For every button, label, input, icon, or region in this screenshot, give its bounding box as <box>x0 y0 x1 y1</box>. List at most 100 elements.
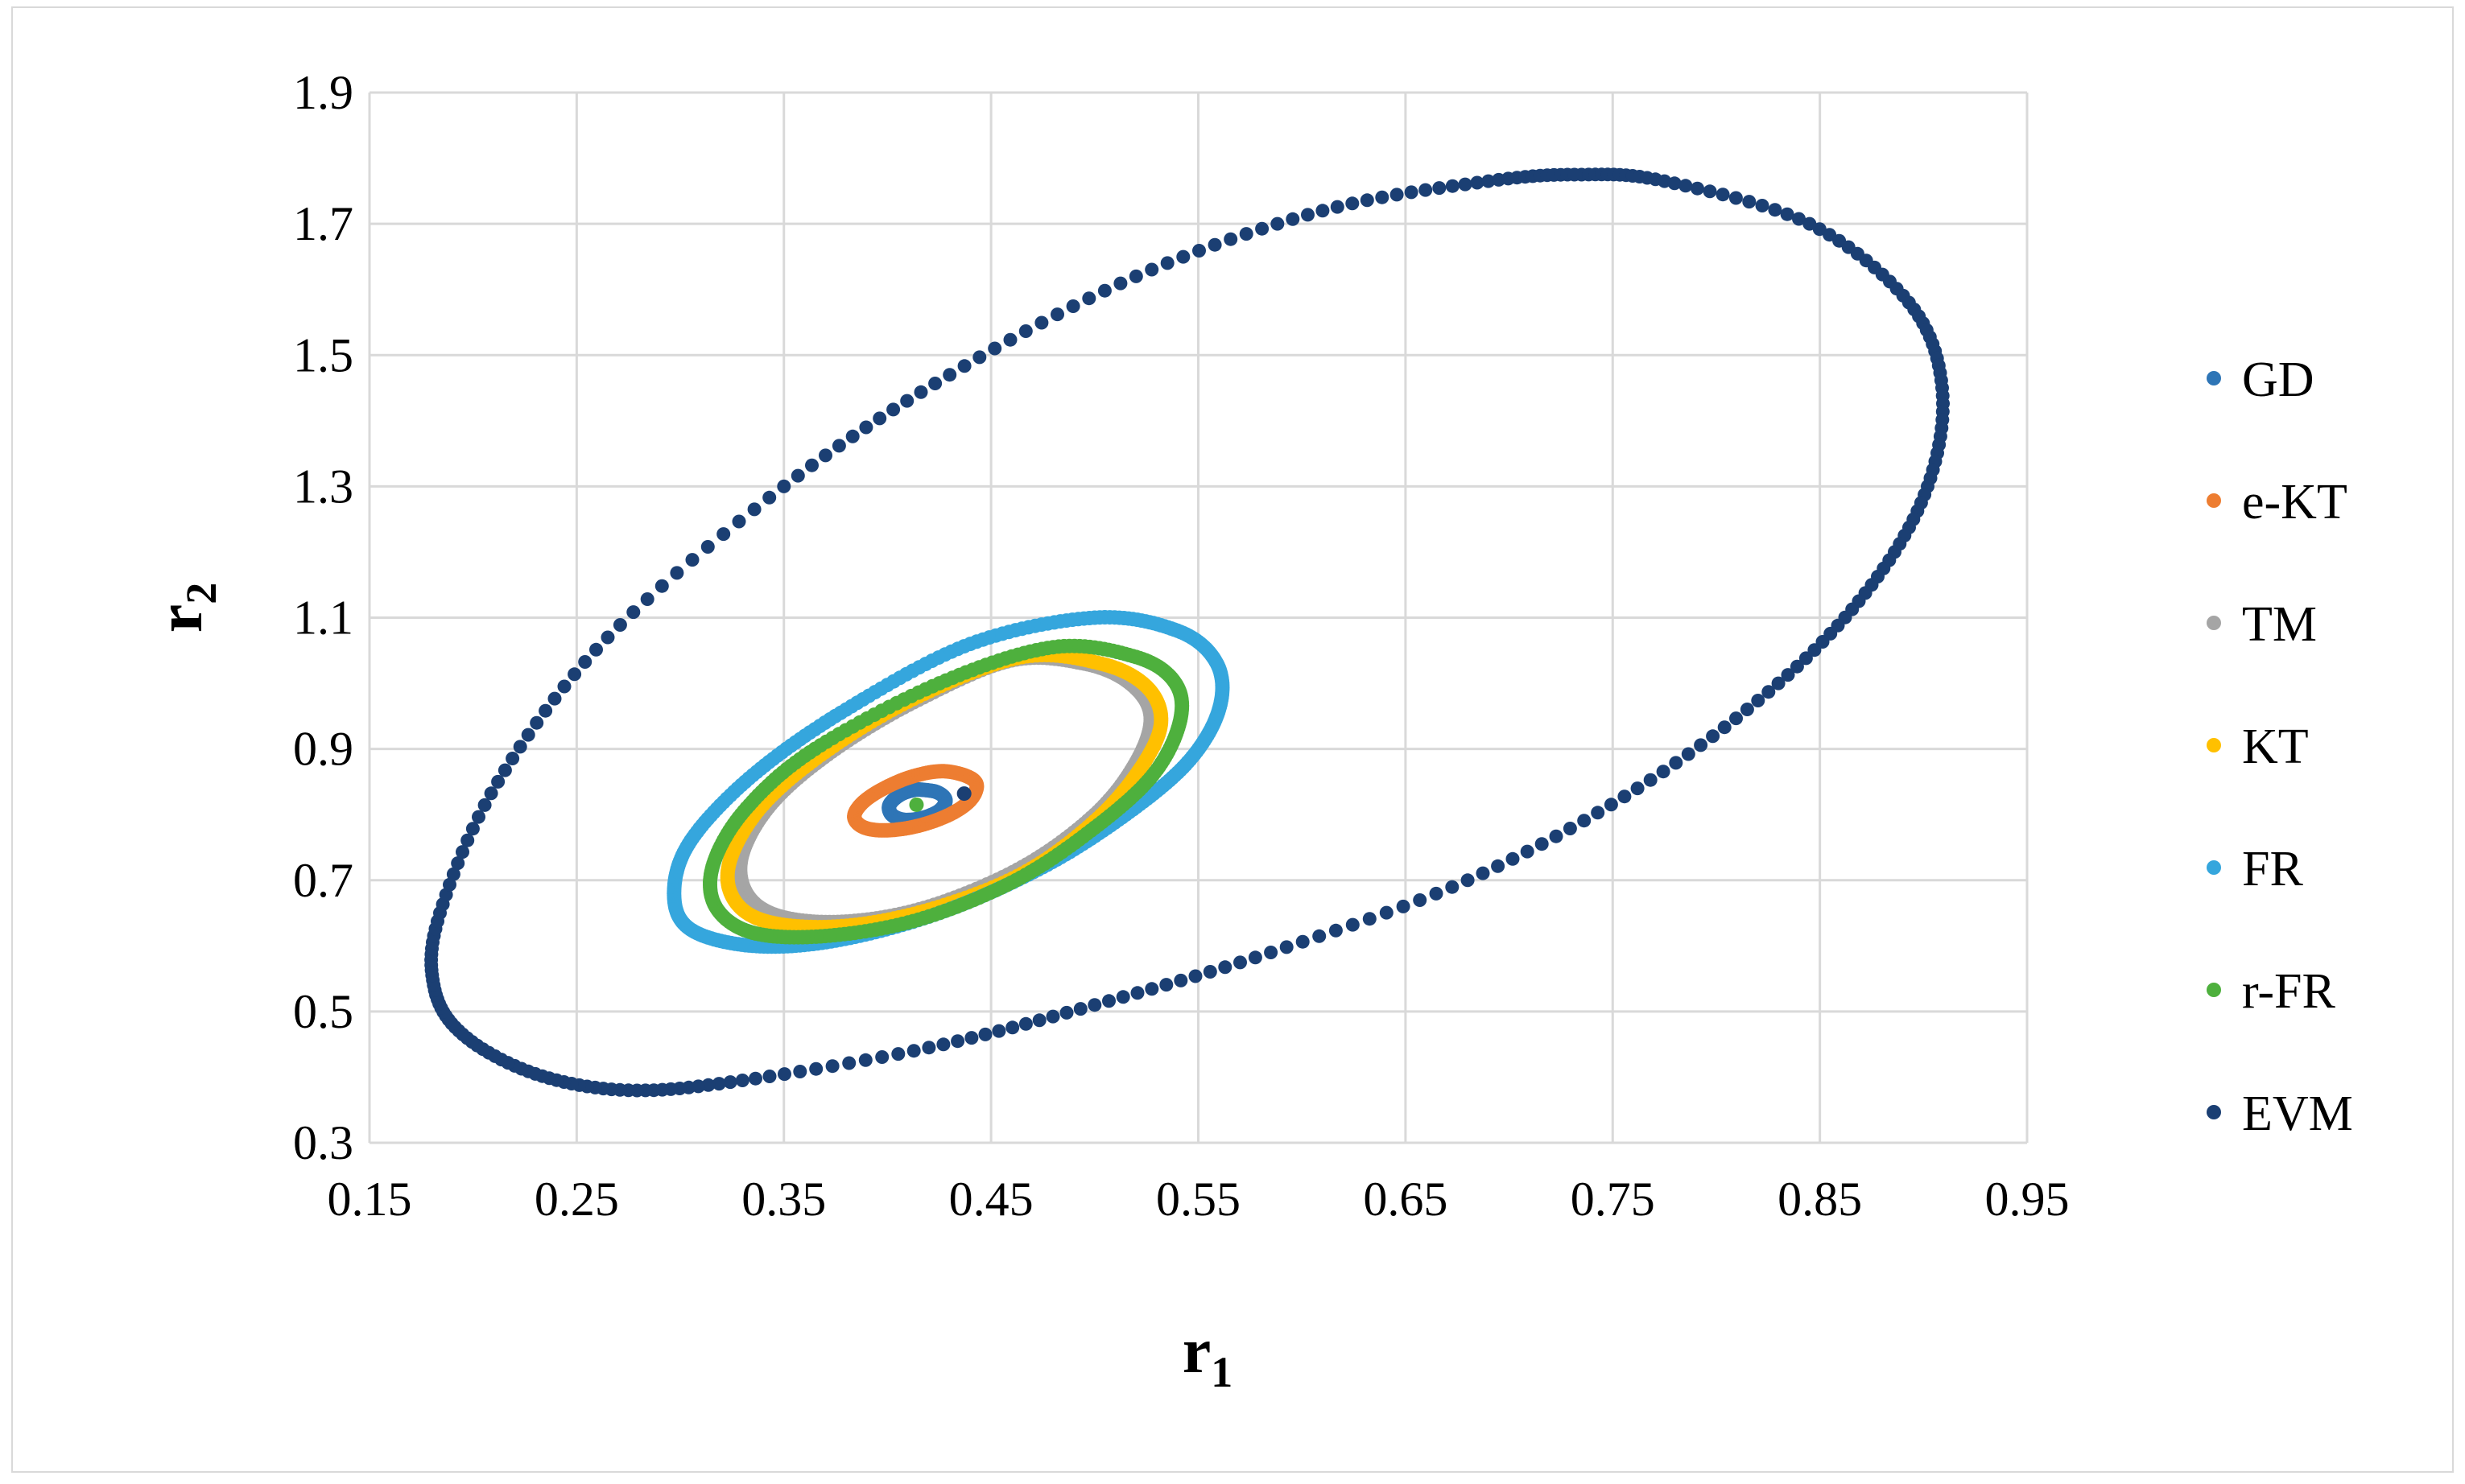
legend-label: KT <box>2242 719 2309 774</box>
y-tick-label: 1.9 <box>293 66 353 119</box>
x-tick-label: 0.65 <box>1363 1173 1447 1226</box>
data-point <box>723 1075 737 1090</box>
data-point <box>472 810 485 824</box>
data-point <box>1643 773 1658 787</box>
x-tick-label: 0.15 <box>328 1173 412 1226</box>
x-tick-label: 0.25 <box>535 1173 619 1226</box>
data-point <box>1717 720 1732 735</box>
data-point <box>1470 175 1484 190</box>
data-point <box>951 1034 965 1049</box>
data-point <box>1481 174 1496 188</box>
legend-marker <box>2207 493 2221 508</box>
data-point <box>1648 172 1662 187</box>
legend-item-evm: EVM <box>2207 1086 2353 1141</box>
data-point <box>805 458 819 472</box>
data-point <box>1445 179 1460 193</box>
data-point <box>842 1056 857 1070</box>
chart-frame <box>11 6 2454 1473</box>
data-point <box>929 764 944 779</box>
legend-item-e-kt: e-KT <box>2207 475 2347 530</box>
y-tick-label: 0.3 <box>293 1116 353 1169</box>
data-point <box>1301 208 1315 222</box>
data-point <box>712 1077 726 1091</box>
data-point <box>1192 244 1206 258</box>
data-point <box>1404 185 1418 200</box>
grid-lines <box>368 91 2029 1144</box>
data-point <box>936 1037 951 1052</box>
data-point <box>988 341 1002 356</box>
data-point <box>465 822 480 836</box>
data-point <box>1761 685 1776 699</box>
legend-label: GD <box>2242 352 2314 407</box>
data-point <box>1218 960 1232 975</box>
data-point <box>1591 806 1605 820</box>
data-point <box>539 703 553 718</box>
data-point <box>1768 203 1782 217</box>
data-point <box>1396 899 1410 913</box>
data-point <box>1792 212 1806 226</box>
data-point <box>1781 668 1795 682</box>
legend-marker <box>2207 860 2221 875</box>
data-point <box>1691 181 1704 196</box>
data-point <box>762 490 777 505</box>
data-point <box>1742 195 1757 209</box>
x-tick-label: 0.55 <box>1156 1173 1241 1226</box>
data-point <box>1458 177 1472 192</box>
data-point <box>875 1050 890 1064</box>
data-point <box>1445 880 1460 894</box>
data-point <box>1279 940 1294 954</box>
data-point <box>735 1074 749 1087</box>
data-point <box>460 833 475 847</box>
data-point <box>912 782 927 798</box>
data-point <box>1088 998 1102 1012</box>
data-point <box>858 1053 873 1067</box>
data-point <box>513 740 527 754</box>
data-point <box>547 691 562 706</box>
data-point <box>1073 1002 1088 1016</box>
data-point <box>791 468 805 483</box>
data-point <box>1505 851 1520 866</box>
data-point <box>1345 917 1360 932</box>
data-point <box>1780 207 1794 221</box>
data-point <box>1729 711 1743 726</box>
data-point <box>1389 188 1404 202</box>
data-point <box>1174 973 1188 987</box>
data-point <box>1032 1013 1047 1028</box>
data-point <box>1798 651 1813 666</box>
data-point <box>1577 814 1592 828</box>
data-point <box>1656 765 1670 779</box>
data-point <box>1160 256 1175 270</box>
data-point <box>778 1067 791 1082</box>
legend-marker <box>2207 983 2221 997</box>
data-point <box>943 368 957 382</box>
data-point <box>530 715 544 730</box>
data-point <box>859 420 873 435</box>
data-point <box>1413 893 1427 907</box>
x-tick-label: 0.45 <box>949 1173 1034 1226</box>
data-point <box>1429 886 1443 901</box>
data-point <box>1130 986 1145 1000</box>
data-point <box>1203 965 1217 979</box>
y-tick-label: 0.7 <box>293 854 353 907</box>
data-point <box>1678 179 1693 193</box>
data-point <box>1812 222 1827 237</box>
legend-marker <box>2207 1105 2221 1119</box>
data-point <box>1716 188 1730 202</box>
data-points <box>424 167 1950 1098</box>
data-point <box>1312 929 1327 943</box>
data-point <box>521 728 535 742</box>
data-point <box>1460 873 1475 888</box>
data-point <box>670 566 684 580</box>
legend-marker <box>2207 371 2221 385</box>
data-point <box>793 1065 807 1078</box>
data-point <box>906 1044 921 1058</box>
data-point <box>1534 837 1549 851</box>
data-point <box>1549 829 1563 843</box>
data-point <box>716 527 731 542</box>
data-point <box>557 679 572 694</box>
data-point <box>1375 190 1389 204</box>
data-point <box>446 867 460 881</box>
data-point <box>1059 1005 1074 1020</box>
legend-label: e-KT <box>2242 475 2347 530</box>
